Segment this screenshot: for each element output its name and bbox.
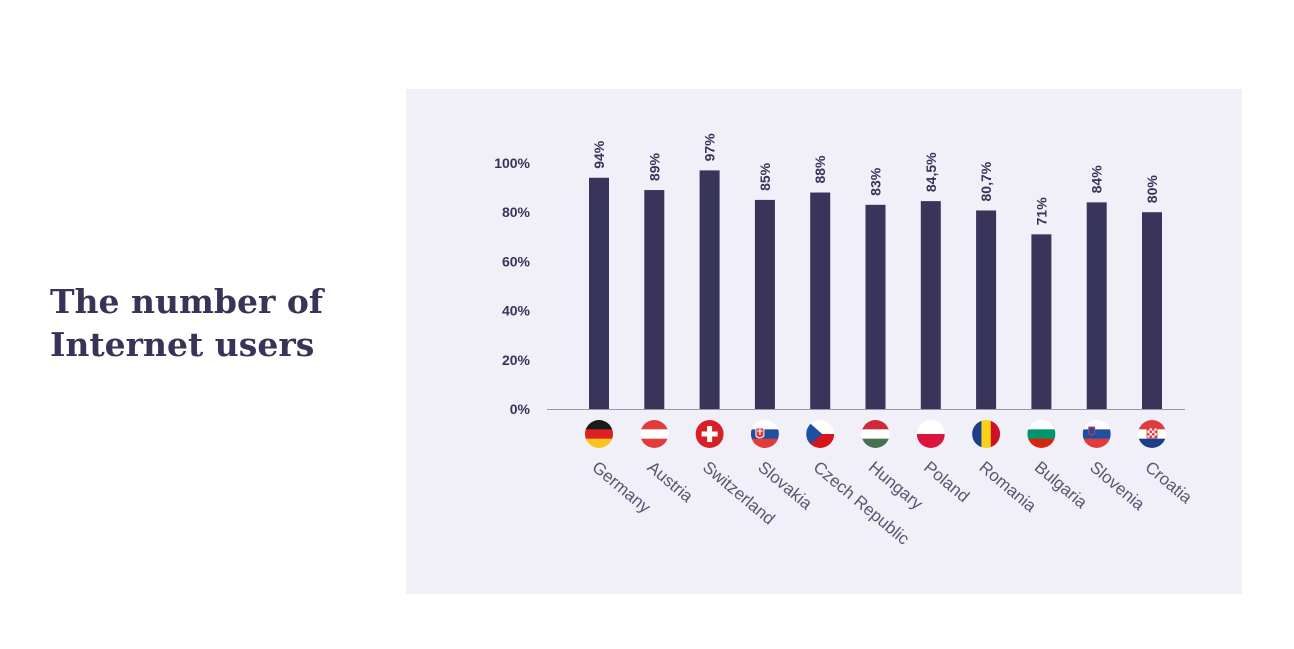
data-label: 85% — [757, 162, 773, 191]
data-label: 80% — [1144, 175, 1160, 204]
bar-poland — [920, 201, 941, 409]
category-label: Bulgaria — [1031, 458, 1091, 513]
data-label: 94% — [591, 140, 607, 169]
switzerland-flag-icon — [695, 420, 724, 448]
slovenia-flag-icon — [1082, 420, 1111, 448]
data-label: 97% — [702, 133, 718, 162]
bar-slovakia — [754, 199, 775, 409]
germany-flag-icon — [585, 420, 613, 448]
page-title: The number of Internet users — [50, 280, 323, 366]
data-label: 83% — [868, 167, 884, 196]
bar-germany — [589, 177, 609, 409]
y-tick-label: 20% — [502, 352, 531, 368]
data-label: 71% — [1033, 197, 1049, 226]
hungary-flag-icon — [861, 420, 890, 448]
czech-republic-flag-icon — [806, 420, 835, 448]
category-label: Czech Republic — [810, 458, 914, 549]
y-tick-label: 80% — [502, 204, 531, 220]
data-label: 84% — [1089, 165, 1105, 194]
bar-chart: 0% 20% 40% 60% 80% 100% 94% 89% 97% 85% 88% 83% 84,… — [494, 133, 1196, 549]
category-label: Croatia — [1141, 458, 1196, 508]
category-label: Poland — [920, 458, 973, 507]
data-label: 88% — [812, 155, 828, 184]
poland-flag-icon — [916, 420, 945, 448]
y-tick-label: 100% — [494, 155, 530, 171]
bulgaria-flag-icon — [1027, 420, 1056, 448]
romania-flag-icon — [972, 420, 1001, 448]
austria-flag-icon — [640, 420, 669, 448]
bar-croatia — [1142, 212, 1162, 409]
data-labels: 94% 89% 97% 85% 88% 83% 84,5% 80,7% 71% 84% 80% — [591, 133, 1160, 226]
y-tick-label: 40% — [502, 303, 531, 319]
chart-panel: 0% 20% 40% 60% 80% 100% 94% 89% 97% 85% 88% 83% 84,… — [406, 89, 1242, 594]
bar-switzerland — [699, 170, 720, 409]
data-label: 89% — [646, 152, 662, 181]
bars — [589, 170, 1162, 409]
y-tick-label: 60% — [502, 253, 531, 269]
bar-hungary — [865, 204, 886, 409]
bar-bulgaria — [1031, 234, 1052, 409]
category-label: Romania — [976, 458, 1041, 517]
page-title-line-1: The number of — [50, 282, 324, 321]
bar-slovenia — [1086, 202, 1107, 409]
croatia-flag-icon — [1138, 420, 1166, 448]
y-axis: 0% 20% 40% 60% 80% 100% — [494, 155, 530, 417]
category-label: Germany — [588, 458, 654, 518]
y-tick-label: 0% — [510, 401, 531, 417]
bar-czech-republic — [810, 192, 831, 409]
data-label: 84,5% — [923, 152, 939, 192]
bar-romania — [976, 210, 997, 409]
page-title-line-2: Internet users — [50, 325, 315, 364]
bar-austria — [644, 190, 665, 409]
category-label: Slovenia — [1086, 458, 1149, 515]
slovakia-flag-icon — [750, 420, 779, 448]
flags — [585, 420, 1166, 448]
data-label: 80,7% — [978, 161, 994, 201]
